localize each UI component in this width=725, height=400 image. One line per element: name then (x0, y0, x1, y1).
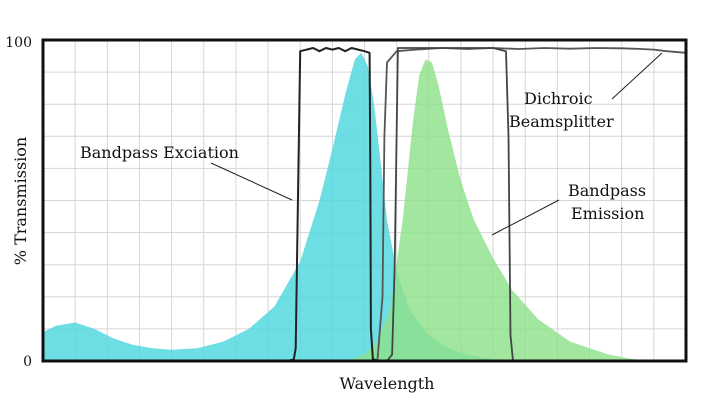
y-axis-label: % Transmission (11, 137, 30, 265)
leader-line-excitation (210, 162, 293, 201)
y-tick-label-bottom: 0 (23, 354, 32, 370)
y-tick-label-top: 100 (5, 35, 32, 51)
emission-filter-line (43, 47, 686, 362)
leader-line-dichroic (611, 52, 663, 100)
x-axis-label: Wavelength (340, 374, 435, 393)
annotation-bandpass-excitation: Bandpass Exciation (80, 143, 239, 162)
leader-line-emission (491, 199, 560, 236)
excitation-filter-line (43, 47, 686, 362)
annotation-dichroic-line1: Dichroic (524, 89, 593, 108)
series-layer (43, 47, 687, 362)
annotation-emission-line2: Emission (571, 204, 644, 223)
excitation-spectrum-area (43, 52, 686, 362)
plot-frame (41, 38, 688, 363)
annotation-emission-line1: Bandpass (568, 181, 646, 200)
annotation-leaders (210, 52, 663, 236)
annotation-dichroic-line2: Beamsplitter (509, 112, 614, 131)
